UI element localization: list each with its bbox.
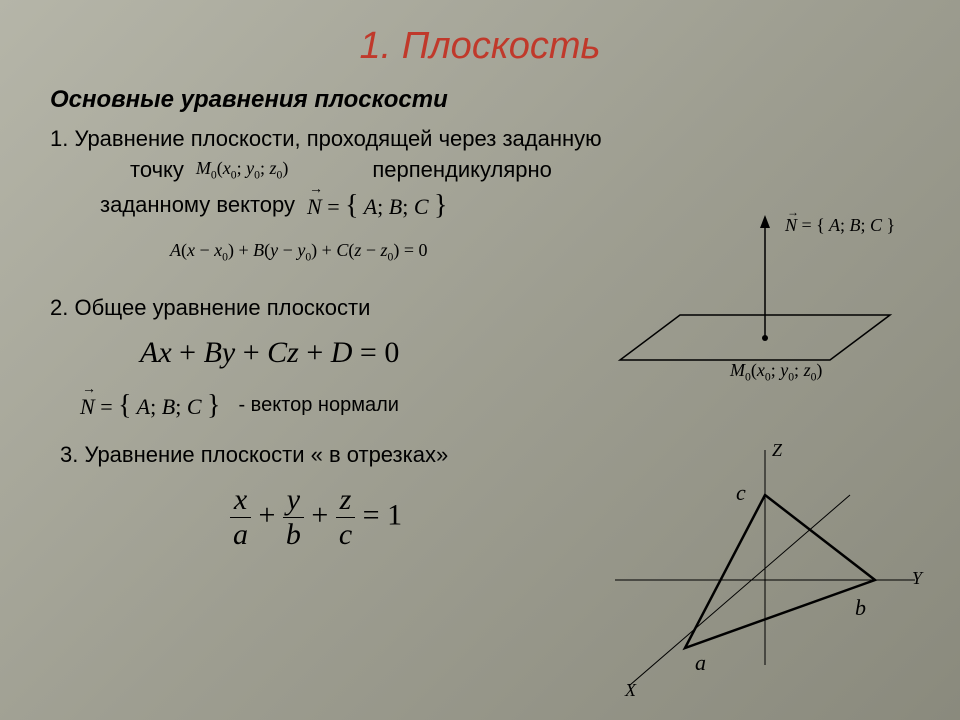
diagram-plane-normal: →N = { A; B; C } M0(x0; y0; z0) xyxy=(600,210,920,410)
label-c: c xyxy=(736,480,746,506)
axis-x: X xyxy=(625,680,636,701)
subtitle: Основные уравнения плоскости xyxy=(50,86,960,114)
item2-normal: →N = { A; B; C } xyxy=(80,390,220,422)
axis-y: Y xyxy=(912,568,922,589)
item1-line2b: перпендикулярно xyxy=(372,155,552,186)
item2-normal-label: - вектор нормали xyxy=(238,394,398,417)
axis-z: Z xyxy=(772,440,782,461)
item1-line1: 1. Уравнение плоскости, проходящей через… xyxy=(50,124,960,155)
label-b: b xyxy=(855,595,866,621)
diagram1-vector-label: →N = { A; B; C } xyxy=(785,215,895,236)
label-a: a xyxy=(695,650,706,676)
item1-point: M0(x0; y0; z0) xyxy=(196,158,288,182)
diagram1-point-label: M0(x0; y0; z0) xyxy=(730,360,822,384)
item1-vector: →N = { A; B; C } xyxy=(307,190,447,222)
item1-line3: заданному вектору xyxy=(100,190,295,221)
diagram-intercept: Z Y X c b a xyxy=(590,440,930,700)
item1-line2a: точку xyxy=(130,155,184,186)
slide-title: 1. Плоскость xyxy=(0,0,960,68)
